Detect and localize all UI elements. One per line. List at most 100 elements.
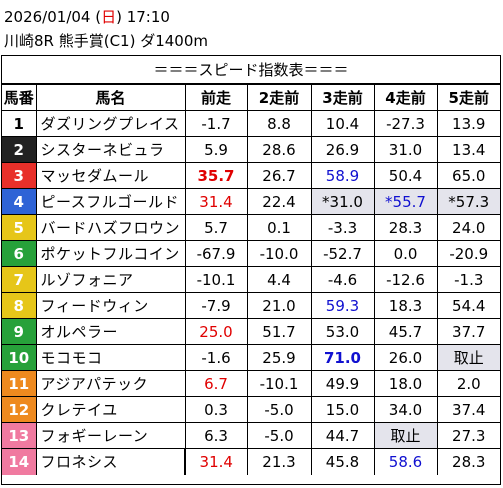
speed-index-cell: -10.0 [246,240,312,267]
table-row: 10 モコモコ -1.6 25.9 71.0 26.0 取止 [2,344,500,371]
table-row: 5 バードハズフロウン 5.7 0.1 -3.3 28.3 24.0 [2,214,500,241]
speed-index-cell: 28.3 [436,448,500,475]
col-header-5-races-ago: 5走前 [436,84,500,111]
speed-index-cell: -1.6 [184,344,248,371]
speed-index-cell: 21.3 [246,448,312,475]
speed-index-cell: 31.4 [184,448,248,475]
speed-index-cell: 8.8 [246,110,312,137]
speed-index-cell: 45.7 [373,318,438,345]
speed-index-cell: 4.4 [246,266,312,293]
speed-index-cell: 10.4 [310,110,375,137]
horse-name-cell: ポケットフルコイン [35,240,186,267]
table-row: 6 ポケットフルコイン -67.9 -10.0 -52.7 0.0 -20.9 [2,240,500,267]
horse-number-cell: 4 [2,188,37,215]
speed-index-cell: 31.0 [373,136,438,163]
horse-number-cell: 6 [2,240,37,267]
horse-name-cell: ダズリングプレイス [35,110,186,137]
speed-index-cell: 21.0 [246,292,312,319]
speed-index-cell: 58.6 [373,448,438,475]
speed-index-cell: 5.9 [184,136,248,163]
speed-index-cell: -7.9 [184,292,248,319]
speed-index-cell: *57.3 [436,188,500,215]
speed-index-cell: 26.9 [310,136,375,163]
speed-index-cell: 0.0 [373,240,438,267]
horse-number-cell: 2 [2,136,37,163]
horse-number-cell: 5 [2,214,37,241]
horse-name-cell: ピースフルゴールド [35,188,186,215]
speed-index-cell: 31.4 [184,188,248,215]
table-row: 1 ダズリングプレイス -1.7 8.8 10.4 -27.3 13.9 [2,110,500,137]
horse-name-cell: フィードウィン [35,292,186,319]
table-row: 14 フロネシス 31.4 21.3 45.8 58.6 28.3 [2,448,500,475]
speed-index-cell: 53.0 [310,318,375,345]
speed-index-cell: 24.0 [436,214,500,241]
speed-index-cell: -5.0 [246,422,312,449]
table-header-row: 馬番 馬名 前走 2走前 3走前 4走前 5走前 [2,84,500,111]
speed-index-cell: -67.9 [184,240,248,267]
speed-index-cell: 6.3 [184,422,248,449]
table-row: 12 クレテイユ 0.3 -5.0 15.0 34.0 37.4 [2,396,500,423]
horse-number-cell: 1 [2,110,37,137]
speed-index-cell: -1.3 [436,266,500,293]
table-row: 8 フィードウィン -7.9 21.0 59.3 18.3 54.4 [2,292,500,319]
speed-index-cell: 0.3 [184,396,248,423]
horse-name-cell: クレテイユ [35,396,186,423]
speed-index-cell: 35.7 [184,162,248,189]
speed-index-cell: 5.7 [184,214,248,241]
date-text: 2026/01/04 ( [4,8,102,26]
horse-name-cell: フロネシス [35,448,186,475]
horse-name-cell: バードハズフロウン [35,214,186,241]
col-header-2-races-ago: 2走前 [246,84,312,111]
table-row: 3 マッセダムール 35.7 26.7 58.9 50.4 65.0 [2,162,500,189]
speed-index-cell: 37.4 [436,396,500,423]
horse-name-cell: モコモコ [35,344,186,371]
horse-name-cell: シスターネビュラ [35,136,186,163]
speed-index-cell: 27.3 [436,422,500,449]
speed-index-cell: 25.9 [246,344,312,371]
speed-index-cell: -10.1 [246,370,312,397]
horse-number-cell: 13 [2,422,37,449]
speed-index-cell: -1.7 [184,110,248,137]
speed-index-cell: *31.0 [310,188,375,215]
speed-index-cell: 37.7 [436,318,500,345]
speed-index-cell: 13.4 [436,136,500,163]
speed-index-cell: 28.6 [246,136,312,163]
horse-name-cell: フォギーレーン [35,422,186,449]
col-header-number: 馬番 [2,84,37,111]
col-header-horse-name: 馬名 [35,84,186,111]
speed-index-cell: 54.4 [436,292,500,319]
speed-index-cell: -4.6 [310,266,375,293]
speed-index-cell: 26.0 [373,344,438,371]
col-header-last-race: 前走 [184,84,248,111]
speed-index-cell: *55.7 [373,188,438,215]
table-row: 9 オルペラー 25.0 51.7 53.0 45.7 37.7 [2,318,500,345]
weekday-text: 日 [101,8,117,26]
table-row: 11 アジアパテック 6.7 -10.1 49.9 18.0 2.0 [2,370,500,397]
speed-index-cell: 71.0 [310,344,375,371]
speed-index-cell: 取止 [436,344,500,371]
table-row: 7 ルゾフォニア -10.1 4.4 -4.6 -12.6 -1.3 [2,266,500,293]
speed-index-cell: 25.0 [184,318,248,345]
col-header-3-races-ago: 3走前 [310,84,375,111]
col-header-4-races-ago: 4走前 [373,84,438,111]
horse-name-cell: ルゾフォニア [35,266,186,293]
speed-index-cell: -27.3 [373,110,438,137]
table-row: 4 ピースフルゴールド 31.4 22.4 *31.0 *55.7 *57.3 [2,188,500,215]
table-subtitle: ＝＝＝スピード指数表＝＝＝ [2,56,500,84]
speed-index-cell: -5.0 [246,396,312,423]
horse-number-cell: 12 [2,396,37,423]
horse-number-cell: 11 [2,370,37,397]
speed-index-cell: 51.7 [246,318,312,345]
horse-name-cell: オルペラー [35,318,186,345]
speed-index-cell: -12.6 [373,266,438,293]
speed-index-cell: -3.3 [310,214,375,241]
speed-index-cell: 18.3 [373,292,438,319]
speed-index-cell: 59.3 [310,292,375,319]
race-datetime: 2026/01/04 (日) 17:10 [0,4,503,30]
speed-index-cell: 15.0 [310,396,375,423]
speed-index-cell: 58.9 [310,162,375,189]
table-row: 13 フォギーレーン 6.3 -5.0 44.7 取止 27.3 [2,422,500,449]
speed-index-cell: -10.1 [184,266,248,293]
race-title: 川崎8R 熊手賞(C1) ダ1400m [4,32,209,50]
horse-name-cell: アジアパテック [35,370,186,397]
